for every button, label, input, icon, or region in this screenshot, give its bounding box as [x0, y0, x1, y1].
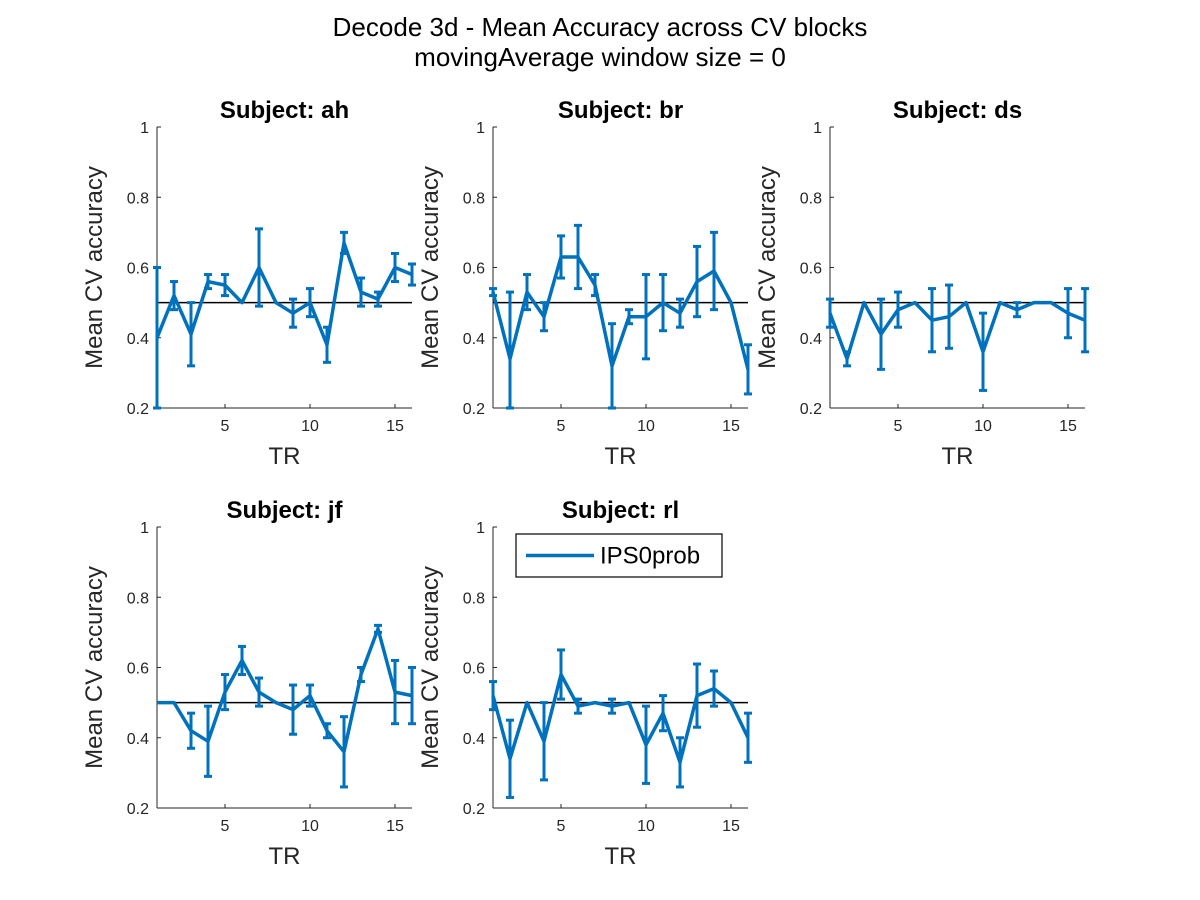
y-tick-label: 0.8 — [463, 590, 485, 607]
x-axis-label: TR — [269, 443, 301, 470]
y-tick-label: 0.8 — [463, 190, 485, 207]
subplot-title: Subject: br — [558, 97, 683, 124]
x-tick-label: 15 — [722, 418, 740, 435]
series-line — [828, 300, 1086, 361]
y-tick-label: 0.8 — [127, 590, 149, 607]
y-tick-label: 0.4 — [127, 731, 149, 748]
x-tick-label: 5 — [557, 418, 566, 435]
legend-label: IPS0prob — [600, 543, 700, 570]
x-tick-label: 5 — [557, 818, 566, 835]
y-axis-label: Mean CV accuracy — [417, 566, 444, 769]
y-tick-label: 1 — [140, 120, 149, 137]
y-axis-label: Mean CV accuracy — [81, 166, 108, 369]
subplot-title: Subject: ds — [893, 97, 1022, 124]
y-tick-label: 0.2 — [463, 401, 485, 418]
x-tick-label: 15 — [722, 818, 740, 835]
x-axis-label: TR — [942, 443, 974, 470]
y-tick-label: 0.4 — [463, 731, 485, 748]
x-axis-label: TR — [269, 843, 301, 870]
y-tick-label: 1 — [140, 520, 149, 537]
series-line — [491, 672, 750, 765]
series-IPS0prob — [489, 223, 752, 410]
x-tick-label: 10 — [301, 418, 319, 435]
subplot-title: Subject: ah — [220, 97, 349, 124]
x-tick-label: 5 — [221, 818, 230, 835]
y-tick-label: 0.2 — [127, 801, 149, 818]
legend: IPS0prob — [515, 533, 723, 578]
subplot-title: Subject: jf — [226, 497, 343, 524]
series-IPS0prob — [826, 283, 1089, 392]
x-tick-label: 10 — [974, 418, 992, 435]
figure-title-line1: Decode 3d - Mean Accuracy across CV bloc… — [333, 12, 868, 42]
y-tick-label: 0.6 — [127, 661, 149, 678]
y-axis-label: Mean CV accuracy — [754, 166, 781, 369]
y-tick-label: 1 — [813, 120, 822, 137]
y-tick-label: 0.4 — [463, 331, 485, 348]
series-line — [491, 255, 750, 370]
series-IPS0prob — [489, 648, 752, 799]
y-tick-label: 0.8 — [800, 190, 822, 207]
series-line — [155, 241, 413, 347]
y-tick-label: 0.2 — [463, 801, 485, 818]
series-line — [157, 627, 413, 754]
y-tick-label: 0.8 — [127, 190, 149, 207]
series-IPS0prob — [157, 623, 416, 789]
y-tick-label: 1 — [476, 120, 485, 137]
y-axis-label: Mean CV accuracy — [81, 566, 108, 769]
y-axis-label: Mean CV accuracy — [417, 166, 444, 369]
subplot-title: Subject: rl — [562, 497, 679, 524]
y-tick-label: 0.6 — [463, 661, 485, 678]
x-tick-label: 10 — [637, 418, 655, 435]
x-tick-label: 5 — [894, 418, 903, 435]
y-tick-label: 0.6 — [127, 261, 149, 278]
figure-title-line2: movingAverage window size = 0 — [414, 42, 786, 72]
y-tick-label: 0.4 — [800, 331, 822, 348]
y-tick-label: 0.6 — [463, 261, 485, 278]
x-tick-label: 10 — [301, 818, 319, 835]
y-tick-label: 0.6 — [800, 261, 822, 278]
y-tick-label: 1 — [476, 520, 485, 537]
x-tick-label: 15 — [386, 418, 404, 435]
y-tick-label: 0.2 — [127, 401, 149, 418]
series-IPS0prob — [153, 227, 416, 410]
x-tick-label: 10 — [637, 818, 655, 835]
x-tick-label: 15 — [386, 818, 404, 835]
y-tick-label: 0.4 — [127, 331, 149, 348]
x-axis-label: TR — [605, 843, 637, 870]
y-tick-label: 0.2 — [800, 401, 822, 418]
x-tick-label: 15 — [1059, 418, 1077, 435]
x-tick-label: 5 — [221, 418, 230, 435]
x-axis-label: TR — [605, 443, 637, 470]
